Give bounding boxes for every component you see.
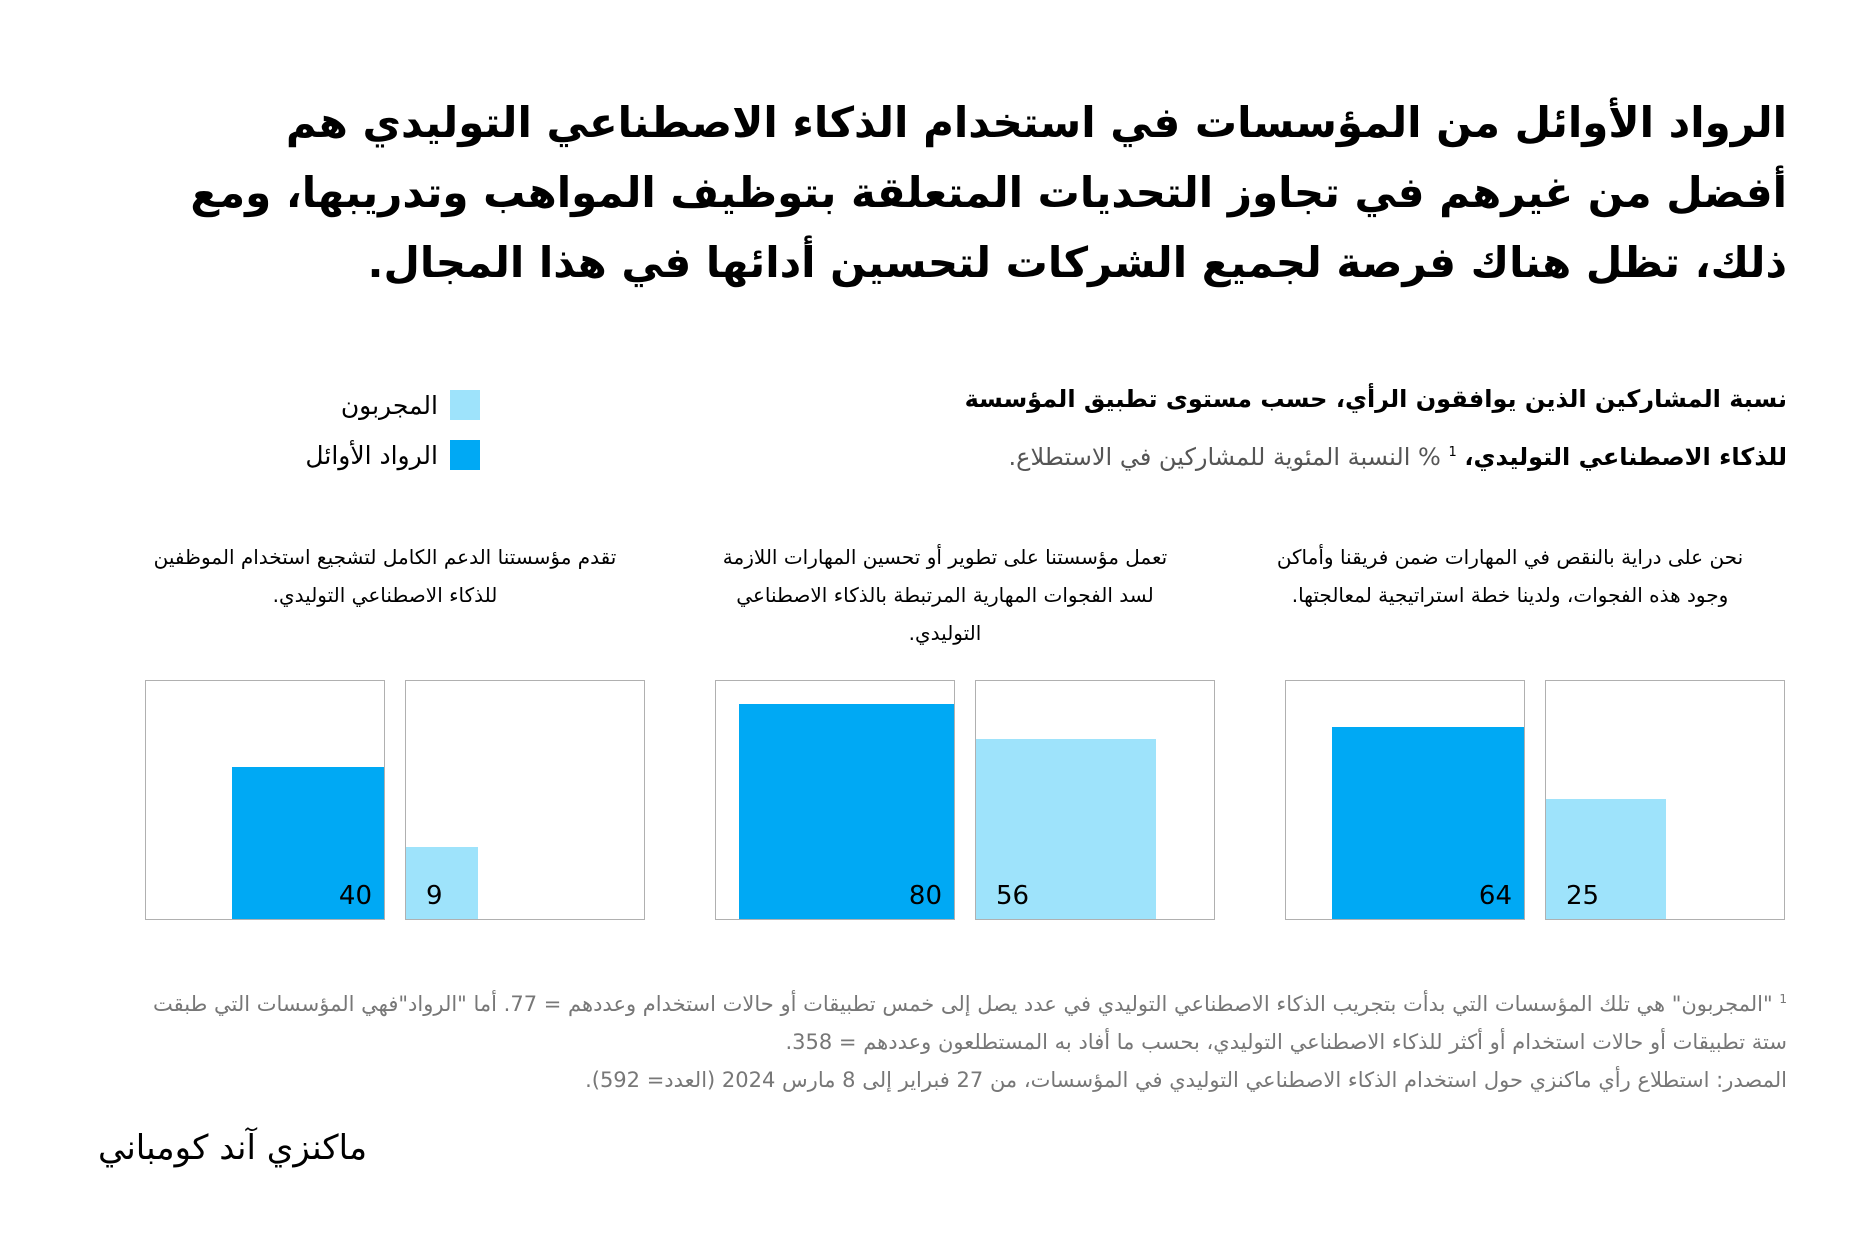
footnotes: 1 "المجربون" هي تلك المؤسسات التي بدأت ب… <box>137 980 1787 1099</box>
footnote-text: "المجربون" هي تلك المؤسسات التي بدأت بتج… <box>153 992 1787 1054</box>
legend-label-experimenters: المجربون <box>340 390 438 420</box>
experimenters-box-2: 56 <box>975 680 1215 920</box>
question-1: نحن على دراية بالنقص في المهارات ضمن فري… <box>1276 545 1744 607</box>
subtitle-bold-part: للذكاء الاصطناعي التوليدي، <box>1464 443 1787 471</box>
experimenters-box-3: 9 <box>405 680 645 920</box>
experimenters-value-label-2: 56 <box>996 881 1030 911</box>
question-2: تعمل مؤسستنا على تطوير أو تحسين المهارات… <box>722 545 1168 645</box>
legend-item-experimenters: المجربون <box>180 380 480 430</box>
subtitle-line-2: للذكاء الاصطناعي التوليدي، 1 % النسبة ال… <box>887 426 1787 484</box>
leaders-bar-1 <box>1332 727 1524 919</box>
leaders-bar-2 <box>739 704 954 919</box>
legend-swatch-leaders <box>450 440 480 470</box>
subtitle-footnote-mark: 1 <box>1448 445 1457 460</box>
experimenters-value-label-3: 9 <box>426 881 443 911</box>
leaders-value-label-3: 40 <box>338 881 372 911</box>
footnote-source: المصدر: استطلاع رأي ماكنزي حول استخدام ا… <box>585 1068 1787 1092</box>
chart-subtitle: نسبة المشاركين الذين يوافقون الرأي، حسب … <box>887 372 1787 484</box>
experimenters-box-1: 25 <box>1545 680 1785 920</box>
footnote-definition: 1 "المجربون" هي تلك المؤسسات التي بدأت ب… <box>137 980 1787 1061</box>
leaders-value-label-2: 80 <box>908 881 942 911</box>
leaders-bar-3 <box>232 767 384 919</box>
footnote-mark: 1 <box>1779 992 1787 1006</box>
legend-label-leaders: الرواد الأوائل <box>305 440 438 470</box>
subtitle-line-1: نسبة المشاركين الذين يوافقون الرأي، حسب … <box>964 385 1787 413</box>
experimenters-bar-2 <box>976 739 1156 919</box>
brand-logo-text: ماكنزي آند كومباني <box>98 1128 368 1168</box>
experimenters-bar-3 <box>406 847 478 919</box>
question-3: تقدم مؤسستنا الدعم الكامل لتشجيع استخدام… <box>153 545 617 607</box>
legend-item-leaders: الرواد الأوائل <box>180 430 480 480</box>
experimenters-bar-1 <box>1546 799 1666 919</box>
legend-swatch-experimenters <box>450 390 480 420</box>
leaders-box-1: 64 <box>1285 680 1525 920</box>
legend: المجربون الرواد الأوائل <box>180 380 480 480</box>
leaders-box-2: 80 <box>715 680 955 920</box>
experimenters-value-label-1: 25 <box>1566 881 1600 911</box>
leaders-value-label-1: 64 <box>1478 881 1512 911</box>
subtitle-unit-note: % النسبة المئوية للمشاركين في الاستطلاع. <box>1008 443 1441 471</box>
headline: الرواد الأوائل من المؤسسات في استخدام ال… <box>190 98 1787 287</box>
leaders-box-3: 40 <box>145 680 385 920</box>
